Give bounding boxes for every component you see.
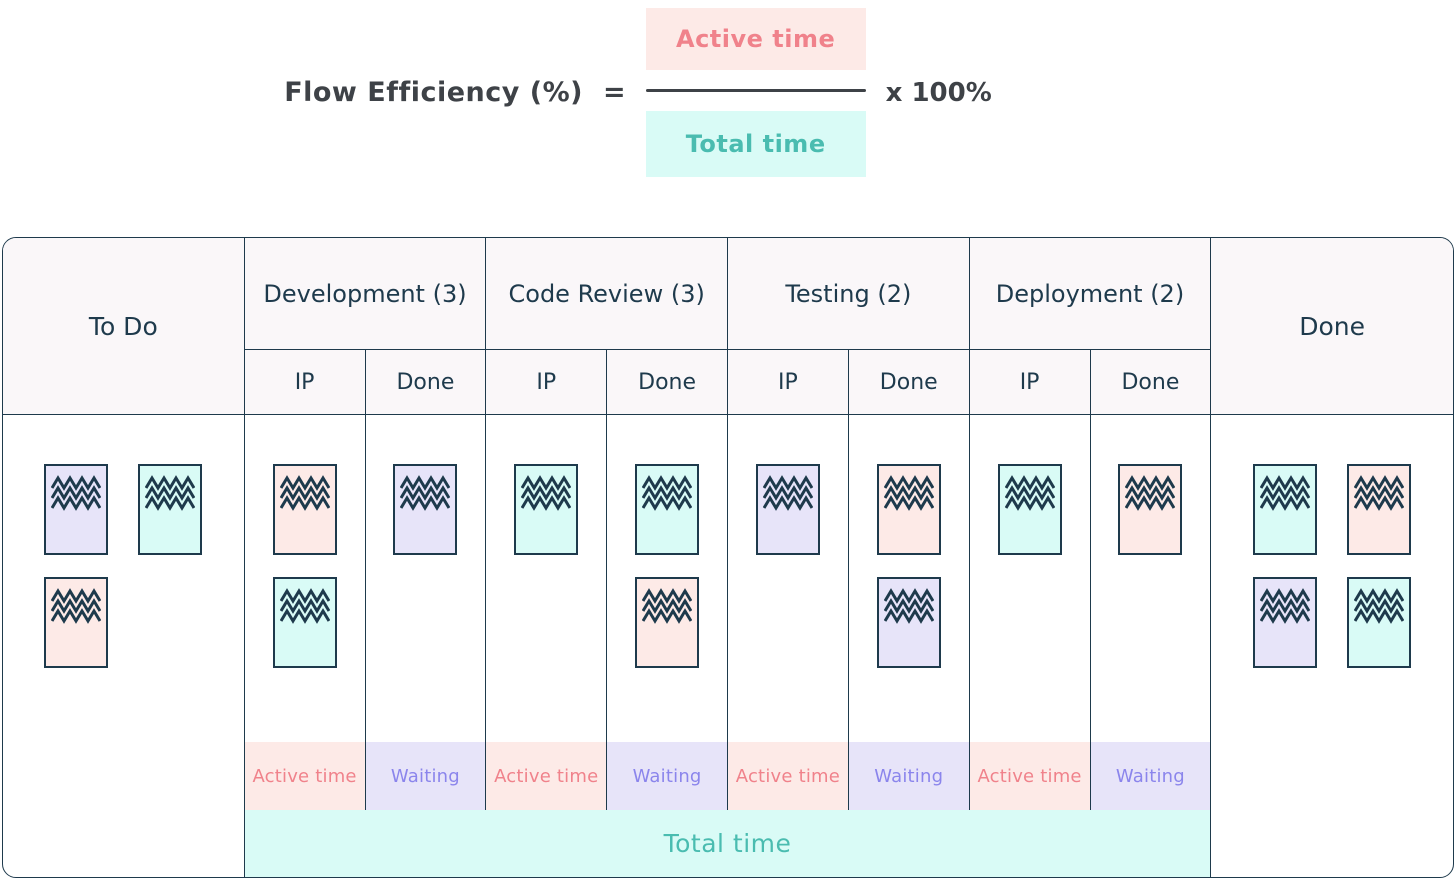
deployment-active-time-strip: Active time — [969, 742, 1091, 810]
cyan-task-card — [1253, 464, 1318, 555]
card-text-squiggle-icon — [1004, 475, 1055, 511]
testing-ip-cards-area — [728, 415, 849, 742]
subheader-code-review-done: Done — [607, 350, 728, 415]
column-header-todo: To Do — [3, 238, 245, 415]
pink-task-card — [272, 464, 337, 555]
numerator-active-time: Active time — [645, 8, 866, 70]
card-text-squiggle-icon — [762, 475, 813, 511]
lavender-task-card — [876, 577, 941, 668]
subheader-testing-done: Done — [848, 350, 970, 415]
subheader-development-ip: IP — [244, 350, 366, 415]
development-ip-cards-area — [245, 415, 366, 742]
pink-task-card — [1347, 464, 1412, 555]
card-text-squiggle-icon — [279, 475, 330, 511]
card-text-squiggle-icon — [1260, 475, 1311, 511]
column-header-development: Development (3) — [244, 238, 487, 350]
card-text-squiggle-icon — [521, 475, 572, 511]
card-text-squiggle-icon — [145, 475, 196, 511]
deployment-waiting-strip: Waiting — [1090, 742, 1212, 810]
pink-task-card — [1118, 464, 1183, 555]
card-text-squiggle-icon — [1354, 588, 1405, 624]
done-strip-spacer — [1211, 742, 1453, 810]
column-header-code-review: Code Review (3) — [486, 238, 728, 350]
cyan-task-card — [272, 577, 337, 668]
equals-sign: = — [603, 77, 626, 108]
subheader-code-review-ip: IP — [486, 350, 608, 415]
done-total-spacer — [1211, 810, 1453, 877]
card-text-squiggle-icon — [51, 588, 102, 624]
deployment-ip-cards-area — [970, 415, 1091, 742]
subheader-deployment-ip: IP — [969, 350, 1091, 415]
card-text-squiggle-icon — [400, 475, 451, 511]
code-review-waiting-strip: Waiting — [607, 742, 728, 810]
card-text-squiggle-icon — [883, 588, 934, 624]
lavender-task-card — [393, 464, 458, 555]
column-header-testing: Testing (2) — [728, 238, 970, 350]
card-text-squiggle-icon — [642, 588, 693, 624]
kanban-board: To Do Development (3) Code Review (3) Te… — [2, 237, 1454, 878]
development-active-time-strip: Active time — [244, 742, 366, 810]
card-text-squiggle-icon — [51, 475, 102, 511]
development-done-cards-area — [366, 415, 487, 742]
card-text-squiggle-icon — [883, 475, 934, 511]
card-text-squiggle-icon — [279, 588, 330, 624]
fraction: Active time Total time — [645, 8, 866, 177]
todo-strip-spacer — [3, 742, 245, 810]
column-header-done: Done — [1211, 238, 1453, 415]
todo-cards-area — [3, 415, 245, 742]
subheader-deployment-done: Done — [1090, 350, 1212, 415]
lavender-task-card — [755, 464, 820, 555]
testing-waiting-strip: Waiting — [848, 742, 970, 810]
total-time-bar: Total time — [244, 810, 1212, 877]
pink-task-card — [876, 464, 941, 555]
cyan-task-card — [635, 464, 700, 555]
cyan-task-card — [1347, 577, 1412, 668]
code-review-ip-cards-area — [486, 415, 608, 742]
code-review-active-time-strip: Active time — [486, 742, 608, 810]
subheader-development-done: Done — [365, 350, 487, 415]
code-review-done-cards-area — [607, 415, 728, 742]
fraction-bar — [645, 89, 866, 92]
todo-total-spacer — [3, 810, 245, 877]
card-text-squiggle-icon — [1125, 475, 1176, 511]
lavender-task-card — [1253, 577, 1318, 668]
formula-lhs-label: Flow Efficiency (%) — [284, 77, 584, 108]
column-header-deployment: Deployment (2) — [969, 238, 1212, 350]
cyan-task-card — [514, 464, 579, 555]
done-cards-area — [1211, 415, 1453, 742]
pink-task-card — [635, 577, 700, 668]
testing-done-cards-area — [849, 415, 970, 742]
testing-active-time-strip: Active time — [728, 742, 849, 810]
flow-efficiency-formula: Flow Efficiency (%) = Active time Total … — [0, 0, 1456, 237]
subheader-testing-ip: IP — [728, 350, 849, 415]
cyan-task-card — [997, 464, 1062, 555]
pink-task-card — [44, 577, 109, 668]
card-text-squiggle-icon — [1260, 588, 1311, 624]
formula-row: Flow Efficiency (%) = Active time Total … — [0, 8, 1366, 177]
card-text-squiggle-icon — [1354, 475, 1405, 511]
card-text-squiggle-icon — [642, 475, 693, 511]
denominator-total-time: Total time — [645, 111, 866, 177]
cyan-task-card — [138, 464, 203, 555]
multiplier-label: x 100% — [885, 77, 992, 108]
lavender-task-card — [44, 464, 109, 555]
development-waiting-strip: Waiting — [365, 742, 487, 810]
deployment-done-cards-area — [1091, 415, 1212, 742]
